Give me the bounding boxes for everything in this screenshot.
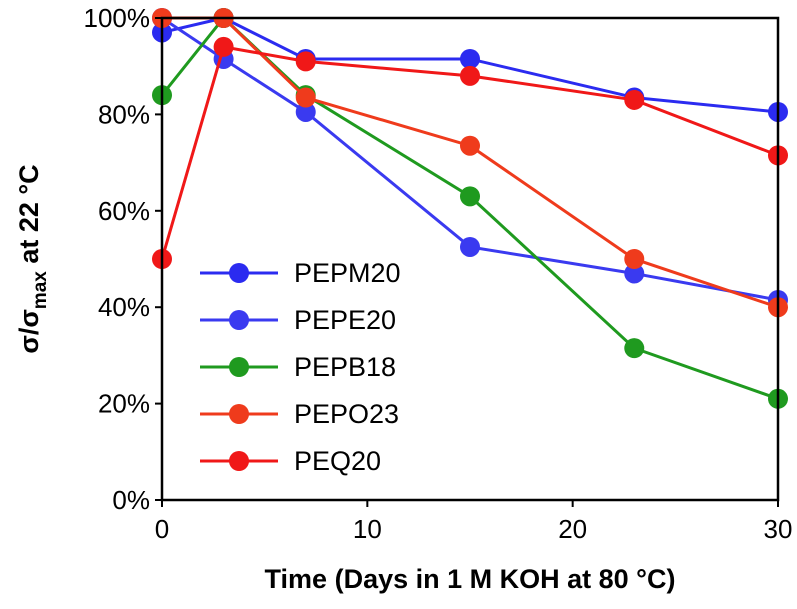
legend-marker	[229, 357, 249, 377]
data-point	[295, 101, 316, 122]
legend-marker	[229, 263, 249, 283]
axis-ticks: 0% 20% 40% 60% 80% 100% 0 10 20 30	[84, 3, 793, 544]
x-tick-label: 30	[764, 514, 793, 544]
legend: PEPM20 PEPE20 PEPB18 PEPO23 PEQ20	[200, 258, 401, 476]
y-axis-title-rest: at 22 °C	[14, 164, 44, 271]
x-tick-label: 0	[155, 514, 169, 544]
data-point	[460, 48, 480, 69]
legend-marker	[229, 451, 249, 471]
data-point	[460, 65, 480, 86]
legend-item-pepb18: PEPB18	[200, 352, 396, 382]
y-tick-label: 60%	[98, 196, 150, 226]
data-point	[624, 249, 645, 269]
legend-label: PEPM20	[294, 258, 401, 288]
series-line	[160, 45, 779, 260]
data-point	[624, 338, 645, 359]
legend-item-pepe20: PEPE20	[200, 305, 396, 335]
legend-label: PEPO23	[294, 399, 399, 429]
y-tick-label: 100%	[84, 3, 151, 33]
data-point	[624, 89, 645, 110]
legend-label: PEPE20	[294, 305, 396, 335]
data-point	[460, 135, 480, 156]
y-axis-title-main: σ/σ	[14, 309, 44, 353]
legend-marker	[229, 404, 249, 424]
series-pepm20	[152, 8, 788, 122]
data-point	[295, 87, 316, 108]
legend-item-pepm20: PEPM20	[200, 258, 401, 288]
data-point	[460, 186, 480, 207]
legend-item-peq20: PEQ20	[200, 446, 381, 476]
series-layer	[152, 8, 788, 409]
y-tick-label: 20%	[98, 389, 150, 419]
y-tick-label: 40%	[98, 292, 150, 322]
data-point	[295, 51, 316, 72]
series-line	[161, 16, 779, 302]
x-tick-label: 20	[558, 514, 587, 544]
plot-area-frame	[160, 16, 780, 502]
data-point	[460, 236, 480, 257]
legend-label: PEPB18	[294, 352, 396, 382]
y-tick-label: 80%	[98, 99, 150, 129]
legend-marker	[229, 310, 249, 330]
data-point	[213, 36, 234, 57]
x-tick-label: 10	[353, 514, 382, 544]
data-point	[624, 263, 645, 284]
y-axis-title-subscript: max	[30, 271, 51, 309]
y-axis-title: σ/σmax at 22 °C	[14, 164, 51, 353]
series-line	[161, 16, 779, 114]
y-tick-label: 0%	[112, 485, 150, 515]
legend-label: PEQ20	[294, 446, 381, 476]
legend-item-pepo23: PEPO23	[200, 399, 399, 429]
x-axis-title: Time (Days in 1 M KOH at 80 °C)	[265, 564, 676, 594]
series-line	[160, 15, 779, 401]
